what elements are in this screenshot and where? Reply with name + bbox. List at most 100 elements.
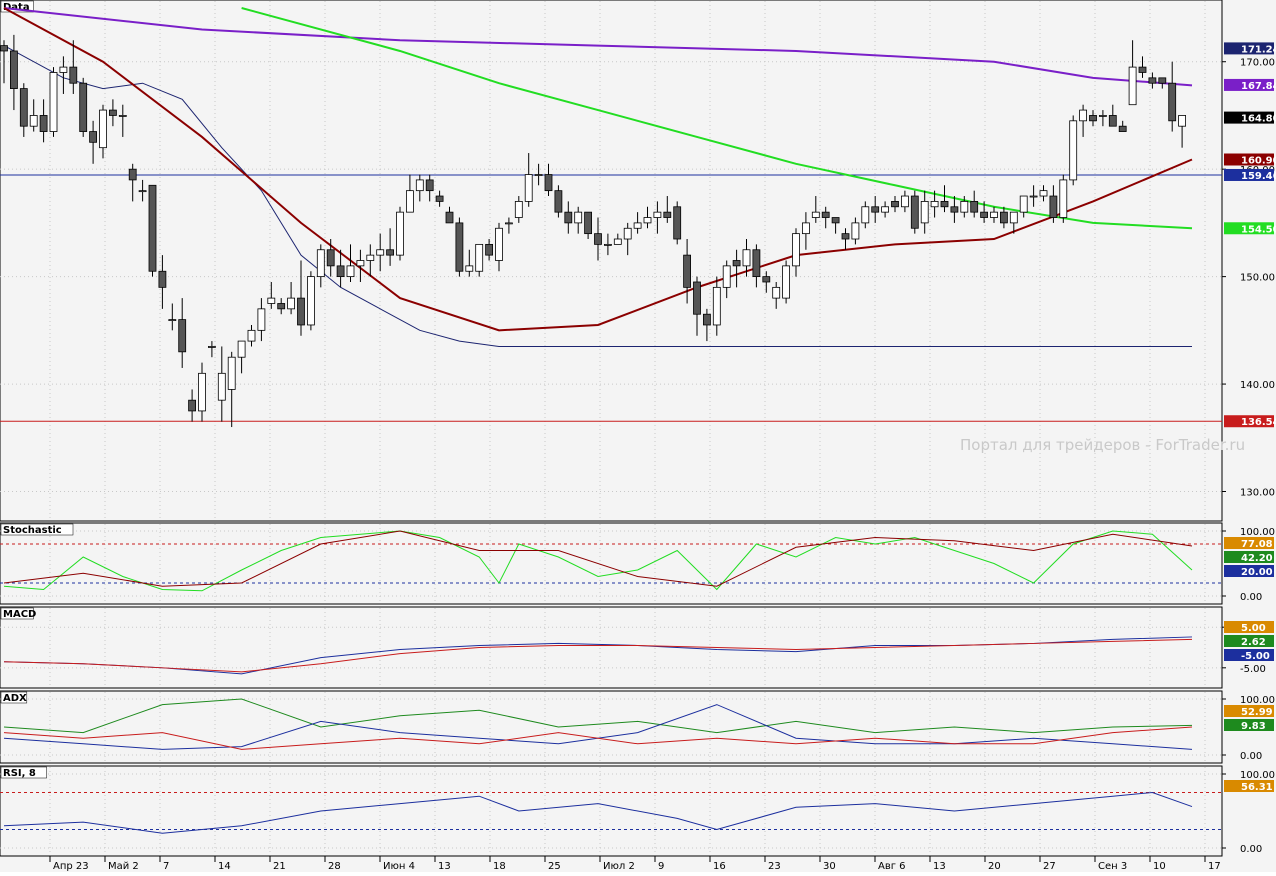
- indicator-line: [3, 726, 1193, 750]
- candle-body: [1099, 115, 1107, 117]
- candle-body: [960, 201, 969, 213]
- candle-body: [1128, 66, 1137, 106]
- candle-body: [356, 260, 365, 267]
- y-tick-label: 140.00: [1240, 380, 1275, 391]
- pane-title: RSI, 8: [3, 768, 36, 779]
- pane-frame: [0, 0, 1223, 522]
- candle-body: [534, 174, 543, 176]
- candle-body: [1079, 109, 1087, 122]
- candle-body: [772, 286, 781, 299]
- candle-body: [752, 249, 761, 278]
- candle-body: [158, 270, 167, 288]
- candle-body: [49, 72, 58, 132]
- indicator-line: [3, 530, 1193, 587]
- candle-body: [257, 308, 266, 331]
- candle-body: [247, 329, 256, 342]
- candle-body: [79, 82, 88, 132]
- price-marker: [1224, 415, 1274, 428]
- candle-body: [1158, 77, 1167, 84]
- price-marker-label: 171.24: [1241, 44, 1276, 55]
- x-tick-label: 25: [548, 861, 561, 872]
- x-tick-label: 14: [218, 861, 231, 872]
- x-tick-label: 9: [658, 861, 664, 872]
- candle-body: [633, 222, 642, 229]
- x-tick-label: 30: [823, 861, 836, 872]
- candle-body: [980, 211, 988, 218]
- candle-body: [792, 233, 800, 267]
- candle-body: [1138, 66, 1147, 73]
- pane-frame: [0, 765, 1223, 857]
- candle-body: [564, 211, 573, 224]
- candle-body: [950, 206, 959, 213]
- candle-body: [1108, 115, 1117, 127]
- candle-body: [1059, 179, 1068, 218]
- candle-body: [881, 206, 889, 213]
- value-marker: [1224, 565, 1274, 577]
- candle-body: [693, 281, 701, 315]
- candle-body: [435, 195, 444, 202]
- x-tick-label: 23: [768, 861, 781, 872]
- candle-body: [930, 201, 939, 208]
- price-marker: [1224, 42, 1274, 55]
- candle-body: [89, 131, 97, 143]
- candle-body: [495, 227, 503, 261]
- candle-body: [861, 206, 870, 224]
- indicator-line: [3, 7, 1193, 332]
- candle-body: [415, 179, 424, 192]
- candle-body: [782, 265, 790, 299]
- candle-body: [19, 88, 28, 127]
- price-marker: [1224, 111, 1274, 124]
- pane-title-box: [0, 0, 34, 13]
- indicator-line: [3, 791, 1193, 834]
- candle-body: [762, 276, 771, 283]
- value-marker: [1224, 780, 1274, 792]
- candle-body: [574, 211, 583, 224]
- price-marker-label: 164.80: [1241, 114, 1276, 125]
- pane-title-box: [0, 766, 47, 779]
- candle-body: [188, 399, 197, 412]
- candle-body: [901, 195, 909, 208]
- value-marker-label: 42.20: [1241, 553, 1273, 564]
- candle-body: [366, 254, 375, 261]
- pane-title: MACD: [3, 609, 36, 620]
- value-marker: [1224, 649, 1274, 661]
- x-tick-label: Июл 2: [603, 861, 635, 872]
- value-marker: [1224, 719, 1274, 731]
- candle-body: [445, 211, 454, 224]
- candle-body: [1019, 195, 1028, 213]
- candle-body: [1168, 82, 1177, 122]
- value-marker-label: 20.00: [1241, 567, 1273, 578]
- candle-body: [376, 249, 385, 256]
- candle-body: [584, 211, 592, 235]
- candle-body: [1069, 120, 1078, 181]
- x-tick-label: 7: [163, 861, 169, 872]
- value-marker-label: 2.62: [1241, 637, 1266, 648]
- candle-body: [722, 265, 731, 288]
- y-tick-label: 100.00: [1240, 695, 1275, 706]
- y-tick-label: -5.00: [1240, 664, 1266, 675]
- value-marker-label: 77.08: [1241, 539, 1273, 550]
- candle-body: [227, 356, 236, 390]
- y-tick-label: 100.00: [1240, 527, 1275, 538]
- candle-body: [29, 115, 38, 127]
- x-tick-label: 13: [933, 861, 946, 872]
- pane-frame: [0, 522, 1223, 605]
- value-marker-label: 52.99: [1241, 707, 1273, 718]
- candle-body: [346, 265, 355, 278]
- candle-body: [237, 340, 246, 358]
- candle-body: [1089, 115, 1097, 122]
- candle-body: [703, 313, 711, 326]
- candle-body: [613, 238, 622, 245]
- x-tick-label: 27: [1043, 861, 1056, 872]
- y-tick-label: 170.00: [1240, 58, 1275, 69]
- candle-body: [1049, 195, 1058, 218]
- candle-body: [118, 115, 127, 117]
- candle-body: [544, 174, 553, 192]
- pane-title-box: [0, 607, 34, 620]
- value-marker: [1224, 537, 1274, 549]
- x-tick-label: Авг 6: [878, 861, 906, 872]
- candle-body: [1039, 190, 1048, 197]
- value-marker: [1224, 705, 1274, 717]
- x-tick-label: 10: [1153, 861, 1166, 872]
- value-marker-label: -5.00: [1241, 651, 1270, 662]
